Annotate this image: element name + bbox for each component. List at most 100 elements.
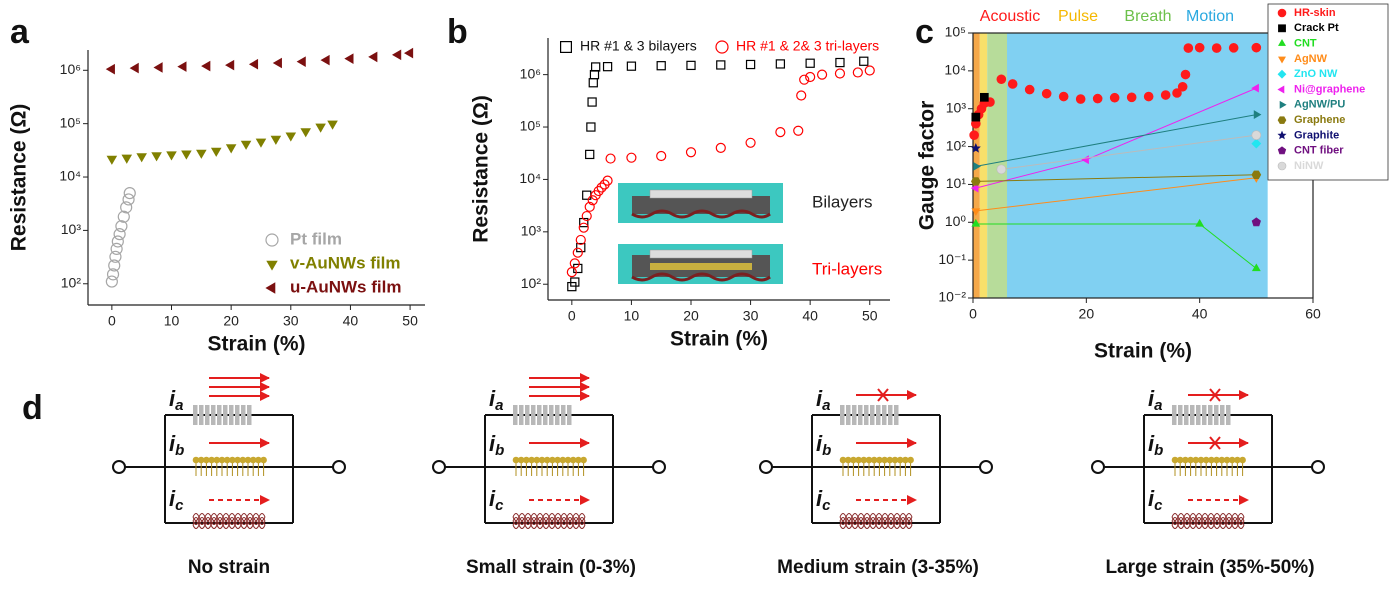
marker <box>559 40 572 53</box>
marker <box>715 142 726 153</box>
marker <box>225 144 237 154</box>
resistor-b <box>907 456 914 464</box>
marker <box>1277 116 1287 124</box>
marker <box>1160 90 1171 100</box>
marker <box>201 60 211 72</box>
marker <box>105 63 115 75</box>
x-tick-label: 40 <box>802 308 818 324</box>
marker <box>626 61 637 71</box>
marker <box>113 228 126 241</box>
legend-label: CNT fiber <box>1294 145 1344 157</box>
resistor-b <box>1234 456 1241 464</box>
caption: Medium strain (3-35%) <box>777 557 979 578</box>
current-subscript: b <box>495 442 504 459</box>
x-tick-label: 20 <box>1079 306 1095 322</box>
resistor-b <box>528 456 535 464</box>
y-tick-label: 10⁻¹ <box>938 251 966 267</box>
marker <box>1251 263 1261 272</box>
resistor-b <box>549 456 556 464</box>
x-tick-label: 50 <box>402 313 418 329</box>
marker <box>587 195 598 206</box>
resistor-a <box>519 405 524 425</box>
marker <box>859 56 869 66</box>
resistor-b <box>213 456 221 464</box>
current-label: ic <box>816 486 831 514</box>
resistor-a <box>1184 405 1189 425</box>
marker <box>123 186 136 200</box>
blocked <box>1209 388 1221 402</box>
marker <box>575 234 586 246</box>
caption: Small strain (0-3%) <box>466 557 636 578</box>
current-symbol: i <box>1148 386 1155 411</box>
x-tick-label: 0 <box>969 306 977 322</box>
marker <box>1277 85 1285 94</box>
marker <box>153 62 163 73</box>
x-tick-label: 40 <box>1192 306 1208 322</box>
marker <box>971 112 981 122</box>
resistor-a <box>235 405 240 425</box>
resistor-a <box>537 405 542 425</box>
resistor-a <box>193 405 198 425</box>
resistor-a <box>876 405 881 425</box>
legend-label: ZnO NW <box>1294 68 1338 80</box>
marker <box>1277 69 1287 79</box>
current-label: ib <box>169 431 184 459</box>
y-axis-title: Resistance (Ω) <box>470 95 493 243</box>
series-line <box>975 114 1257 167</box>
resistor-b <box>543 456 551 464</box>
marker <box>248 58 259 70</box>
region-label: Motion <box>1186 8 1234 25</box>
resistor-b <box>1202 456 1210 464</box>
x-tick-label: 40 <box>343 313 359 329</box>
marker <box>270 135 282 145</box>
legend-label: Graphene <box>1294 114 1345 126</box>
marker <box>315 123 326 133</box>
resistor-a <box>223 405 228 425</box>
resistor-b <box>1192 456 1200 464</box>
resistor-b <box>891 456 899 464</box>
resistor-b <box>559 456 567 464</box>
current-label: ic <box>1148 486 1163 514</box>
resistor-c <box>1171 513 1245 529</box>
inset-bilayers <box>618 183 783 223</box>
current-subscript: a <box>822 397 830 414</box>
marker <box>1277 130 1287 140</box>
marker <box>834 68 846 79</box>
resistor-a <box>567 405 572 425</box>
y-tick-label: 10⁵ <box>520 118 541 134</box>
marker <box>566 267 577 278</box>
current-subscript: b <box>175 442 184 459</box>
current-symbol: i <box>1148 431 1155 456</box>
current-subscript: b <box>822 442 831 459</box>
marker <box>796 90 807 101</box>
marker <box>996 164 1007 175</box>
y-tick-label: 10⁻² <box>938 289 966 305</box>
y-tick-label: 10³ <box>61 221 82 237</box>
marker <box>593 185 604 197</box>
resistor-b <box>850 456 857 464</box>
marker <box>111 235 124 248</box>
resistor-a <box>1178 405 1183 425</box>
current-subscript: b <box>1154 442 1163 459</box>
marker <box>979 92 989 102</box>
current-label: ia <box>489 386 503 414</box>
resistor-a <box>241 405 246 425</box>
x-axis-title: Strain (%) <box>670 328 768 351</box>
marker <box>1228 43 1239 53</box>
resistor-b <box>249 456 257 464</box>
current-label: ib <box>489 431 504 459</box>
x-tick-label: 10 <box>164 313 180 329</box>
resistor-b <box>876 456 883 464</box>
marker <box>1180 69 1191 80</box>
current-subscript: a <box>175 397 183 414</box>
marker <box>1251 138 1262 149</box>
y-axis-title: Gauge factor <box>916 101 939 231</box>
marker <box>181 150 192 160</box>
caption: No strain <box>188 557 270 578</box>
legend-label: Crack Pt <box>1294 22 1339 34</box>
legend-label: HR #1 & 2& 3 tri-layers <box>736 38 879 54</box>
resistor-b <box>1171 456 1179 464</box>
resistor-b <box>1223 456 1231 464</box>
marker <box>122 193 135 206</box>
